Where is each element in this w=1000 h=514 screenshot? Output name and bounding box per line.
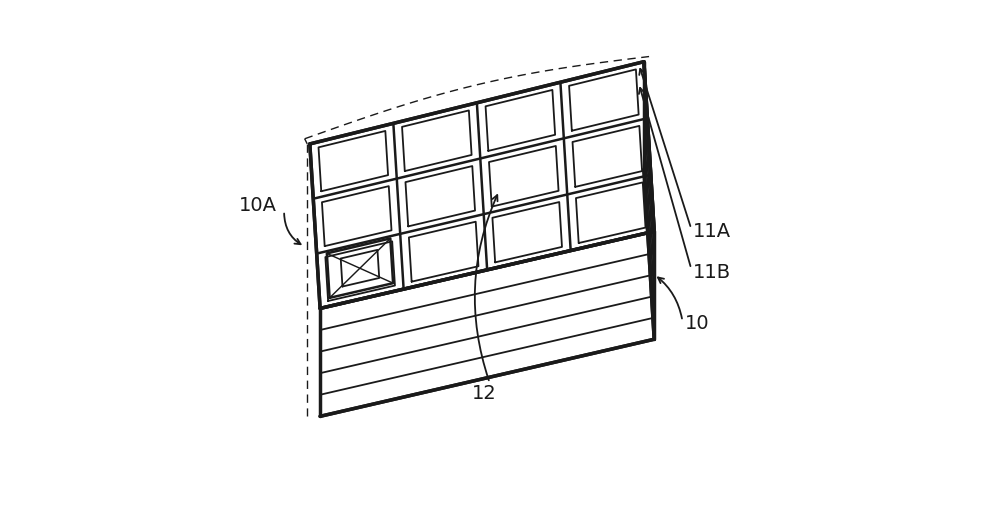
Text: 12: 12 <box>472 384 497 402</box>
Text: 11B: 11B <box>693 263 731 282</box>
Text: 10A: 10A <box>238 196 276 215</box>
Text: 10: 10 <box>685 315 710 333</box>
Text: 11A: 11A <box>693 222 731 241</box>
